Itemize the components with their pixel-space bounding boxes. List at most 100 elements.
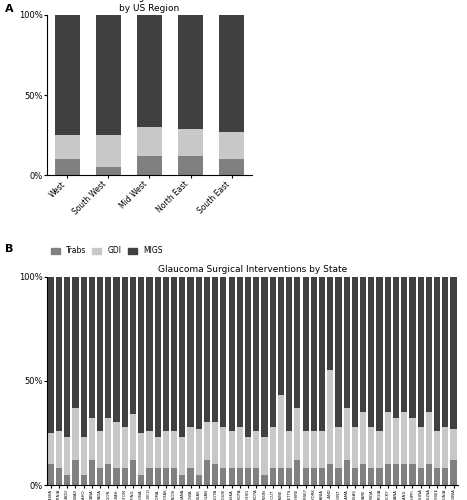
Legend: Trabs, GDI, MIGS: Trabs, GDI, MIGS (50, 246, 163, 256)
Bar (237, 468, 243, 485)
Bar (187, 468, 194, 485)
Bar (96, 168, 120, 175)
Bar (294, 276, 300, 408)
Bar (81, 474, 87, 485)
Bar (426, 464, 432, 485)
Bar (451, 460, 457, 485)
Bar (113, 468, 120, 485)
Bar (303, 276, 309, 431)
Bar (179, 437, 185, 474)
Bar (294, 460, 300, 485)
Bar (410, 464, 416, 485)
Bar (319, 468, 325, 485)
Bar (105, 464, 112, 485)
Bar (130, 414, 136, 460)
Bar (137, 156, 162, 176)
Bar (163, 276, 169, 431)
Bar (55, 159, 79, 176)
Bar (253, 468, 259, 485)
Bar (245, 276, 251, 437)
Bar (269, 276, 276, 426)
Bar (187, 426, 194, 469)
Bar (253, 431, 259, 469)
Bar (56, 468, 62, 485)
Bar (56, 276, 62, 431)
Bar (368, 468, 375, 485)
Bar (228, 468, 235, 485)
Bar (113, 422, 120, 469)
Bar (96, 135, 120, 168)
Bar (278, 396, 284, 468)
Bar (368, 426, 375, 469)
Bar (155, 437, 161, 468)
Bar (278, 276, 284, 396)
Bar (220, 426, 226, 469)
Bar (335, 426, 341, 469)
Bar (434, 276, 440, 431)
Bar (401, 276, 407, 412)
Bar (385, 276, 391, 412)
Bar (56, 431, 62, 469)
Bar (245, 437, 251, 468)
Bar (204, 276, 210, 422)
Bar (344, 276, 350, 408)
Bar (311, 468, 317, 485)
Bar (385, 412, 391, 464)
Bar (410, 418, 416, 464)
Bar (187, 276, 194, 426)
Bar (171, 276, 177, 431)
Bar (55, 15, 79, 135)
Bar (376, 276, 382, 431)
Bar (178, 15, 203, 129)
Bar (311, 276, 317, 431)
Bar (228, 276, 235, 431)
Bar (178, 129, 203, 156)
Bar (327, 464, 333, 485)
Bar (97, 276, 103, 431)
Bar (426, 412, 432, 464)
Bar (451, 276, 457, 428)
Bar (253, 276, 259, 431)
Bar (327, 370, 333, 464)
Bar (55, 135, 79, 159)
Bar (113, 276, 120, 422)
Bar (81, 276, 87, 437)
Bar (319, 431, 325, 469)
Bar (385, 464, 391, 485)
Bar (262, 474, 268, 485)
Bar (105, 418, 112, 464)
Bar (344, 460, 350, 485)
Bar (434, 468, 440, 485)
Bar (89, 418, 95, 460)
Bar (344, 408, 350, 460)
Bar (352, 426, 358, 469)
Bar (81, 437, 87, 474)
Bar (352, 276, 358, 426)
Bar (89, 276, 95, 418)
Bar (72, 408, 78, 460)
Bar (286, 276, 292, 431)
Bar (269, 468, 276, 485)
Bar (179, 474, 185, 485)
Bar (219, 159, 244, 176)
Bar (219, 132, 244, 159)
Bar (294, 408, 300, 460)
Bar (286, 468, 292, 485)
Bar (220, 276, 226, 426)
Bar (196, 428, 202, 474)
Bar (286, 431, 292, 469)
Bar (327, 276, 333, 370)
Bar (122, 468, 128, 485)
Bar (319, 276, 325, 431)
Bar (237, 426, 243, 469)
Bar (137, 15, 162, 127)
Bar (434, 431, 440, 469)
Bar (393, 276, 399, 418)
Bar (212, 464, 218, 485)
Bar (376, 431, 382, 469)
Bar (138, 474, 144, 485)
Bar (97, 468, 103, 485)
Bar (196, 276, 202, 428)
Bar (269, 426, 276, 469)
Text: B: B (5, 244, 13, 254)
